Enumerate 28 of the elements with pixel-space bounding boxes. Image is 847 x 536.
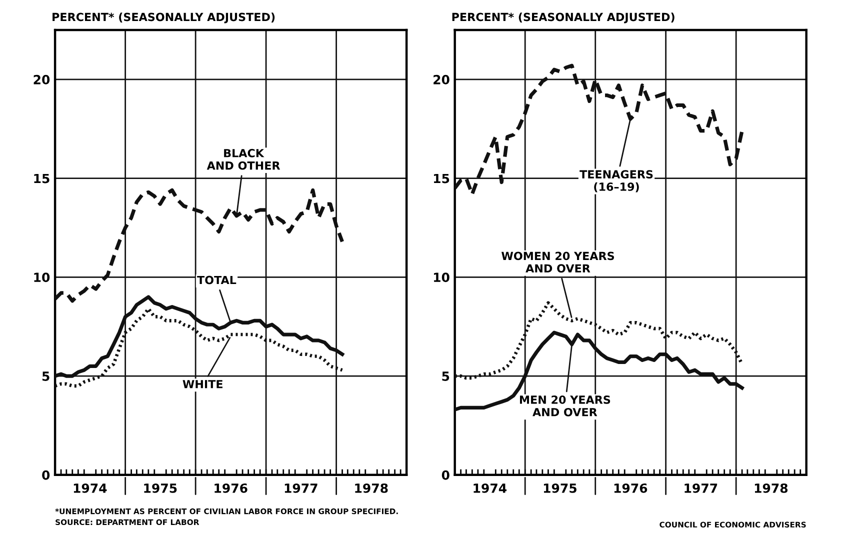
annotation: WHITE [182,380,222,388]
x-tick-label: 1976 [214,483,248,493]
y-tick-label: 0 [442,470,450,480]
x-tick-label: 1978 [355,483,388,493]
y-axis-title: PERCENT* (SEASONALLY ADJUSTED) [52,12,275,24]
y-tick-label: 15 [34,174,50,184]
annotation: TEENAGERS (16–19) [580,170,653,192]
y-tick-label: 20 [434,74,450,84]
x-tick-label: 1978 [754,483,788,493]
annotation: MEN 20 YEARS AND OVER [520,395,610,416]
x-tick-label: 1977 [284,483,318,493]
x-tick-label: 1974 [74,483,107,493]
y-tick-label: 15 [434,174,450,184]
y-tick-label: 5 [42,372,50,381]
y-tick-label: 0 [42,470,50,480]
y-tick-label: 20 [34,74,50,84]
y-axis-title: PERCENT* (SEASONALLY ADJUSTED) [452,12,674,24]
x-tick-label: 1975 [544,483,576,493]
y-tick-label: 5 [442,372,450,381]
x-tick-label: 1975 [144,483,177,493]
y-tick-label: 10 [34,272,50,282]
annotation: TOTAL [197,276,236,284]
x-tick-label: 1974 [474,483,507,493]
annotation: WOMEN 20 YEARS AND OVER [502,252,614,273]
x-tick-label: 1977 [684,483,718,493]
x-tick-label: 1976 [614,483,648,493]
annotation: BLACK AND OTHER [206,148,280,170]
y-tick-label: 10 [434,272,450,282]
